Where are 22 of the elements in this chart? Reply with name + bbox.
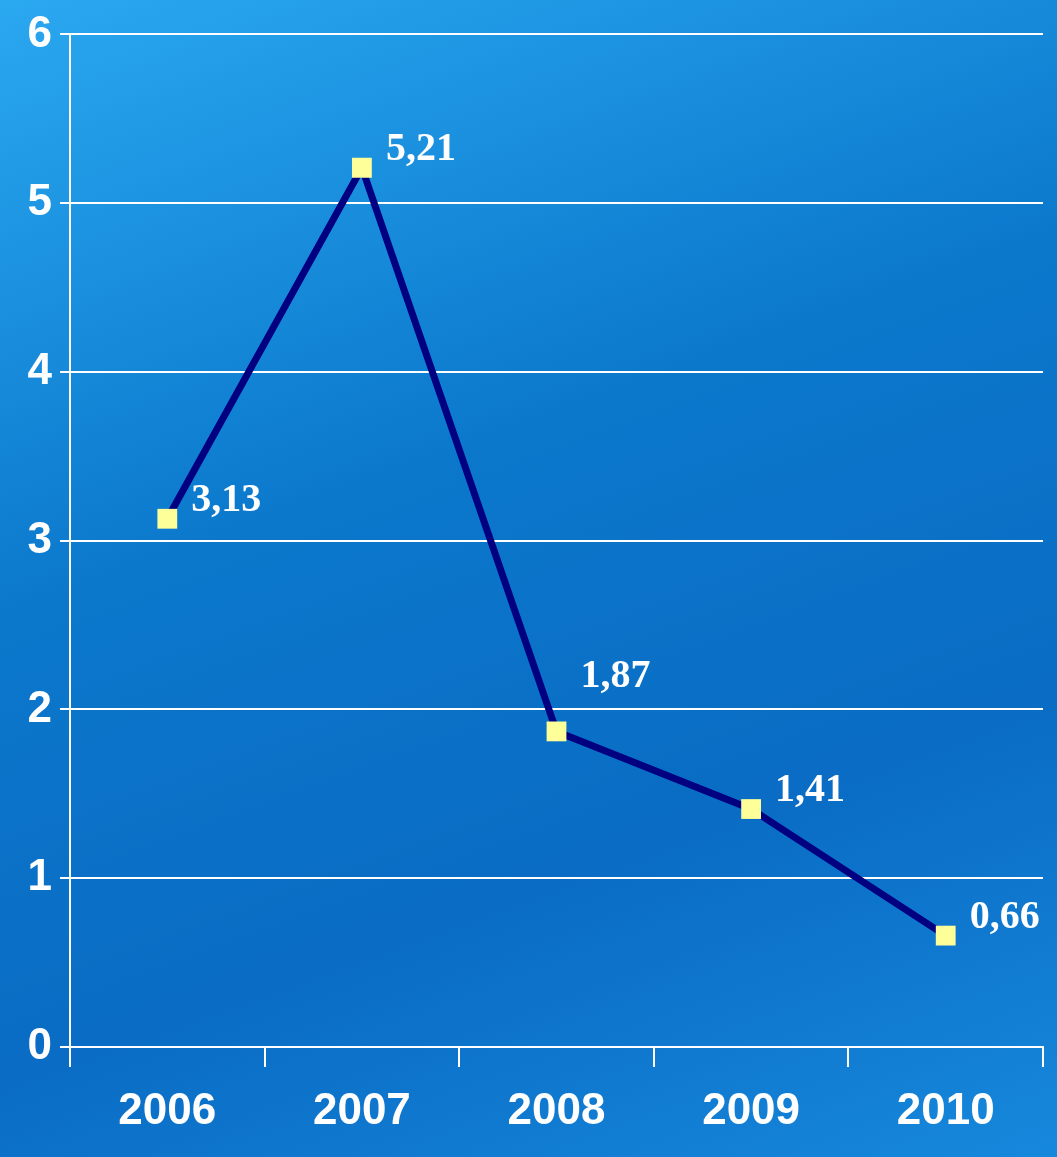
y-tick-label: 0 — [27, 1019, 52, 1069]
x-tick-label: 2008 — [507, 1083, 606, 1133]
y-tick-label: 3 — [27, 512, 52, 562]
x-tick-label: 2010 — [896, 1083, 995, 1133]
x-tick-label: 2007 — [312, 1083, 411, 1133]
data-label: 5,21 — [385, 124, 456, 170]
y-tick-label: 5 — [27, 175, 52, 225]
point — [935, 925, 956, 946]
y-tick-label: 1 — [27, 850, 52, 900]
point — [157, 508, 178, 529]
x-tick-label: 2006 — [118, 1083, 217, 1133]
data-label: 0,66 — [969, 891, 1040, 937]
y-tick-label: 6 — [27, 6, 52, 56]
point — [546, 721, 567, 742]
point — [741, 799, 761, 819]
data-label: 1,41 — [775, 765, 846, 811]
y-tick-label: 2 — [27, 681, 52, 731]
data-label: 1,87 — [580, 650, 651, 696]
data-label: 3,13 — [191, 475, 262, 521]
point — [352, 157, 372, 178]
x-tick-label: 2009 — [702, 1083, 801, 1133]
y-tick-label: 4 — [27, 344, 53, 394]
